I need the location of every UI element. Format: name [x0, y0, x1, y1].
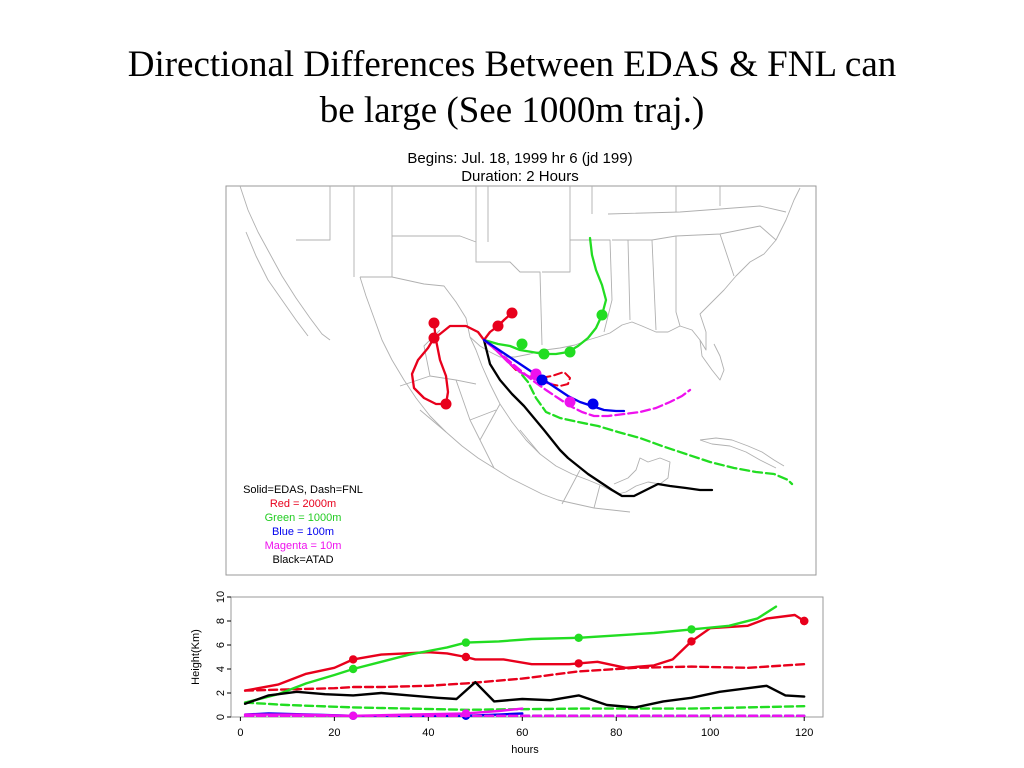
legend-style-note: Solid=EDAS, Dash=FNL [243, 484, 363, 496]
y-tick-label: 10 [215, 591, 227, 603]
marker-green [687, 625, 696, 634]
x-tick-label: 40 [422, 727, 434, 739]
marker-blue-edas [587, 398, 599, 410]
marker-green-edas [538, 348, 550, 360]
y-tick-label: 4 [215, 666, 227, 672]
marker-red [461, 652, 471, 662]
traj-black-atad [482, 338, 714, 498]
marker-red [687, 637, 696, 646]
marker-red-edas [506, 307, 518, 319]
legend-magenta: Magenta = 10m [265, 540, 342, 552]
legend-green: Green = 1000m [265, 512, 342, 524]
state-boundaries [296, 186, 787, 346]
marker-magenta-edas [564, 396, 576, 408]
run-duration-text: Duration: 2 Hours [461, 168, 579, 185]
marker-red [348, 655, 358, 664]
series-red-dashed [243, 663, 806, 692]
cuba-coastline [699, 437, 785, 469]
y-axis-label: Height(Km) [190, 629, 202, 685]
y-tick-label: 6 [215, 642, 227, 648]
coastline-mexico-pacific [359, 276, 631, 513]
coastline-baja [239, 185, 331, 341]
series-black-solid [243, 681, 806, 709]
chart-series [243, 605, 809, 720]
x-tick-label: 20 [328, 727, 340, 739]
marker-green [574, 633, 583, 642]
trajectory-map: Solid=EDAS, Dash=FNL Red = 2000m Green =… [225, 185, 817, 576]
trajectory-markers [428, 307, 608, 410]
chart-axes: 0 20 40 60 80 100 120 0 2 4 6 8 10 [215, 591, 813, 739]
map-legend: Solid=EDAS, Dash=FNL Red = 2000m Green =… [243, 484, 363, 566]
traj-green-edas [482, 236, 608, 356]
legend-red: Red = 2000m [270, 498, 336, 510]
legend-black: Black=ATAD [272, 554, 333, 566]
marker-red [574, 659, 583, 668]
marker-red-edas [428, 317, 440, 329]
legend-blue: Blue = 100m [272, 526, 334, 538]
map-frame [225, 185, 817, 576]
marker-green-edas [564, 346, 576, 358]
marker-red-edas [492, 320, 504, 332]
marker-red-end [800, 616, 809, 626]
marker-red-edas [440, 398, 452, 410]
marker-green-edas [516, 338, 528, 350]
marker-green-edas [596, 309, 608, 321]
x-axis-label: hours [511, 744, 539, 756]
marker-green [348, 664, 358, 674]
map-boundaries [239, 185, 801, 513]
x-tick-label: 60 [516, 727, 528, 739]
marker-green [461, 638, 471, 647]
slide-title: Directional Differences Between EDAS & F… [60, 42, 964, 134]
slide-title-line-2: be large (See 1000m traj.) [319, 90, 705, 131]
x-tick-label: 120 [795, 727, 813, 739]
florida-keys-coast [699, 339, 725, 381]
marker-red-edas [428, 332, 440, 344]
slide-title-line-1: Directional Differences Between EDAS & F… [127, 44, 897, 85]
x-tick-label: 100 [701, 727, 719, 739]
y-tick-label: 2 [215, 690, 227, 696]
y-tick-label: 0 [215, 714, 227, 720]
coastline-us-gulf [469, 187, 801, 358]
traj-magenta-fnl [482, 338, 692, 418]
chart-frame [230, 596, 824, 718]
x-tick-label: 80 [610, 727, 622, 739]
x-tick-label: 0 [237, 727, 243, 739]
marker-blue-edas [536, 374, 548, 386]
run-begins-text: Begins: Jul. 18, 1999 hr 6 (jd 199) [407, 150, 633, 167]
y-tick-label: 8 [215, 618, 227, 624]
traj-blue-edas [482, 338, 626, 413]
mexico-state-boundaries [399, 329, 601, 509]
height-chart: 0 20 40 60 80 100 120 0 2 4 6 8 10 hours Height(Km) [190, 591, 824, 756]
